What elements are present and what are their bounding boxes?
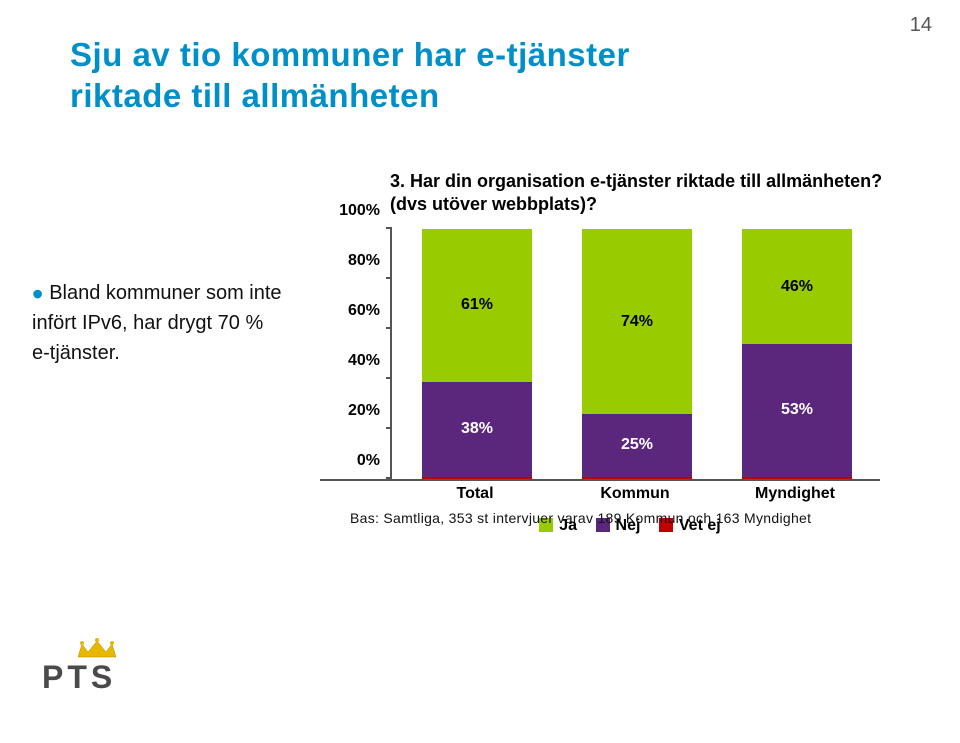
- bullet-dot-icon: •: [32, 276, 43, 312]
- segment-ja: 74%: [582, 229, 692, 414]
- value-label: 46%: [781, 278, 813, 296]
- segment-vetej: [422, 477, 532, 480]
- segment-nej: 53%: [742, 344, 852, 477]
- x-label: Kommun: [580, 485, 690, 503]
- y-tick-label: 60%: [348, 302, 380, 320]
- title-line-2: riktade till allmänheten: [70, 77, 440, 114]
- y-tick-mark: [386, 377, 392, 379]
- bullet-text: Bland kommuner som inte infört IPv6, har…: [32, 282, 282, 364]
- chart-title: 3. Har din organisation e-tjänster rikta…: [320, 170, 910, 215]
- segment-vetej: [582, 477, 692, 480]
- y-tick-mark: [386, 327, 392, 329]
- y-tick-label: 100%: [339, 202, 380, 220]
- bar-total: 38% 61%: [422, 229, 532, 479]
- pts-logo: PTS: [42, 637, 152, 697]
- x-label: Myndighet: [740, 485, 850, 503]
- chart-area: 3. Har din organisation e-tjänster rikta…: [320, 170, 920, 540]
- segment-nej: 25%: [582, 414, 692, 477]
- chart-plot: 0% 20% 40% 60% 80% 100% 38% 61% 25%: [320, 229, 880, 481]
- plot-inner: 38% 61% 25% 74% 53% 46%: [390, 229, 872, 479]
- bar-myndighet: 53% 46%: [742, 229, 852, 479]
- segment-vetej: [742, 477, 852, 480]
- segment-ja: 46%: [742, 229, 852, 344]
- value-label: 61%: [461, 296, 493, 314]
- y-tick-mark: [386, 227, 392, 229]
- x-label: Total: [420, 485, 530, 503]
- value-label: 74%: [621, 313, 653, 331]
- y-tick-label: 0%: [357, 452, 380, 470]
- value-label: 25%: [621, 436, 653, 454]
- y-tick-mark: [386, 277, 392, 279]
- y-tick-label: 40%: [348, 352, 380, 370]
- chart-caption: Bas: Samtliga, 353 st intervjuer varav 1…: [350, 510, 811, 526]
- crown-icon: [76, 637, 118, 659]
- logo-text: PTS: [42, 659, 116, 696]
- bar-kommun: 25% 74%: [582, 229, 692, 479]
- segment-ja: 61%: [422, 229, 532, 382]
- y-tick-mark: [386, 427, 392, 429]
- y-tick-mark: [386, 477, 392, 479]
- page-number: 14: [910, 14, 932, 37]
- value-label: 38%: [461, 420, 493, 438]
- bullet-block: •Bland kommuner som inte infört IPv6, ha…: [32, 278, 282, 368]
- value-label: 53%: [781, 401, 813, 419]
- y-axis-ticks: 0% 20% 40% 60% 80% 100%: [320, 229, 390, 479]
- y-tick-label: 20%: [348, 402, 380, 420]
- title-line-1: Sju av tio kommuner har e-tjänster: [70, 36, 630, 73]
- y-tick-label: 80%: [348, 252, 380, 270]
- segment-nej: 38%: [422, 382, 532, 477]
- page-title: Sju av tio kommuner har e-tjänster rikta…: [70, 34, 770, 117]
